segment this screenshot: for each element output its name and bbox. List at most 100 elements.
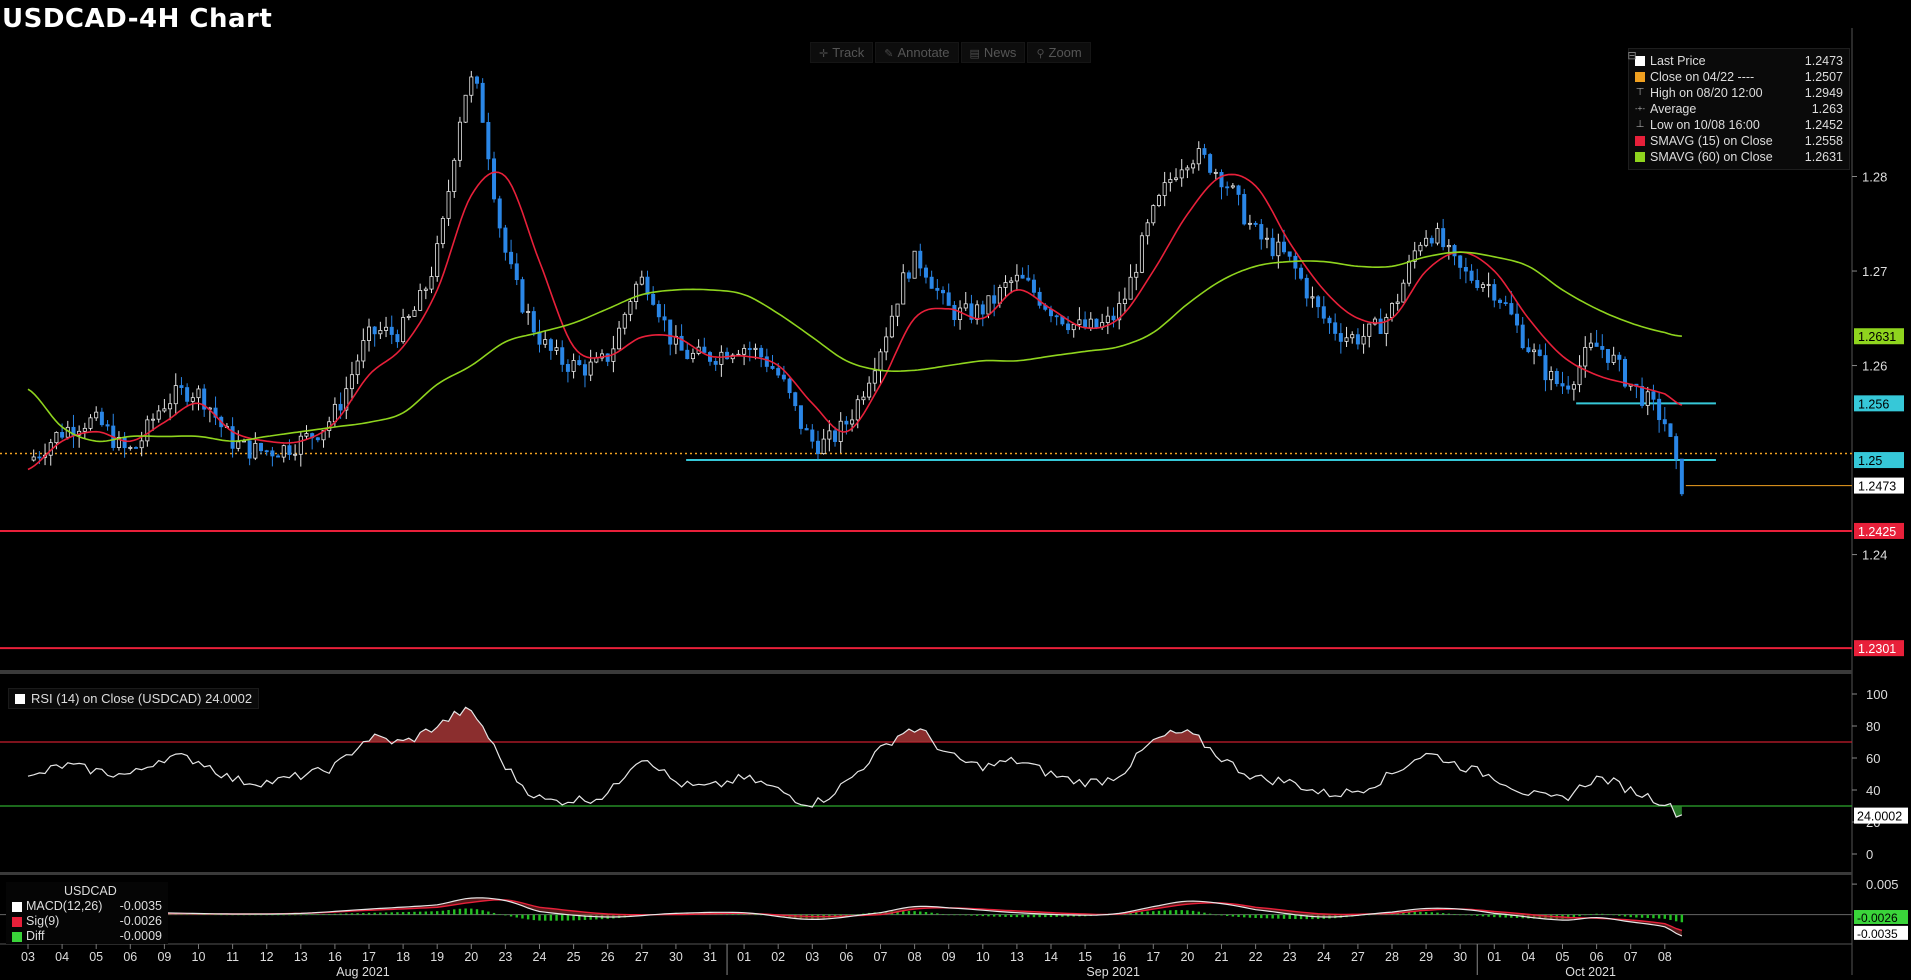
legend-value: 1.2949: [1804, 86, 1843, 100]
day-label: 06: [1590, 950, 1604, 964]
candle-body: [1321, 306, 1326, 319]
macd-bar: [202, 914, 206, 915]
macd-bar: [299, 914, 302, 916]
candle-body: [656, 304, 661, 318]
price-badge: 1.25: [1854, 452, 1904, 469]
candle-body: [1424, 237, 1429, 246]
price-badge: 1.2473: [1854, 477, 1904, 494]
candle-body: [770, 366, 775, 369]
candle-body: [1151, 205, 1156, 224]
legend-label: Close on 04/22 ----: [1650, 70, 1755, 84]
day-label: 19: [430, 950, 444, 964]
candle-body: [1264, 237, 1269, 240]
macd-bar: [237, 914, 240, 916]
candle-body: [429, 276, 434, 290]
annotate-button[interactable]: ✎ Annotate: [875, 42, 959, 63]
macd-bar: [430, 911, 433, 915]
day-label: 05: [1556, 950, 1570, 964]
day-label: 13: [1010, 950, 1024, 964]
macd-bar: [543, 914, 547, 921]
candle-body: [560, 347, 565, 365]
macd-bar: [288, 914, 291, 916]
candle-body: [423, 288, 428, 291]
candle-body: [1088, 318, 1093, 329]
candle-body: [1469, 270, 1474, 281]
macd-bar: [492, 912, 496, 915]
macd-bar: [1174, 910, 1178, 915]
price-badge-text: 1.25: [1858, 454, 1882, 468]
candle-body: [878, 351, 883, 372]
collapse-icon[interactable]: ⊟: [1627, 50, 1637, 62]
candle-body: [60, 431, 65, 438]
macd-bar: [919, 911, 922, 915]
signal-line: [27, 899, 1683, 932]
candle-body: [1509, 303, 1514, 315]
candle-body: [349, 374, 354, 390]
candle-body: [548, 339, 553, 351]
candle-body: [1134, 271, 1139, 278]
day-label: 24: [1317, 950, 1331, 964]
candle-body: [1378, 318, 1383, 335]
macd-bar: [1066, 914, 1070, 917]
macd-bar: [845, 914, 848, 916]
macd-badge-text: -0.0026: [1857, 911, 1898, 925]
track-button[interactable]: ✛ Track: [810, 42, 874, 63]
zoom-button[interactable]: ⚲ Zoom: [1027, 42, 1091, 63]
candle-body: [793, 392, 798, 407]
macd-bar: [930, 912, 933, 915]
price-badge-bg: [1854, 477, 1904, 494]
macd-bar: [1368, 914, 1371, 916]
macd-bar: [970, 914, 973, 916]
price-badge-text: 1.2425: [1858, 525, 1896, 539]
day-label: 07: [1624, 950, 1638, 964]
macd-bar: [259, 914, 263, 916]
macd-bar: [1646, 914, 1649, 918]
candle-body: [1463, 267, 1468, 272]
candle-body: [531, 311, 536, 333]
macd-bar: [737, 913, 740, 915]
month-label: Oct 2021: [1565, 965, 1616, 979]
macd-bar: [1601, 913, 1604, 915]
macd-bar: [1288, 914, 1291, 919]
candle-body: [1219, 172, 1224, 188]
macd-bar: [1021, 914, 1024, 918]
candle-body: [798, 405, 803, 429]
legend-label: High on 08/20 12:00: [1650, 86, 1763, 100]
macd-bar: [862, 913, 865, 915]
candle-body: [1316, 296, 1321, 308]
macd-bar: [1510, 914, 1513, 918]
candle-body: [895, 303, 900, 317]
macd-bar: [1049, 914, 1053, 918]
macd-bar: [356, 913, 359, 915]
macd-bar: [964, 914, 967, 916]
candle-body: [986, 295, 991, 315]
day-label: 26: [601, 950, 615, 964]
rsi-legend: RSI (14) on Close (USDCAD) 24.0002: [8, 688, 260, 709]
candle-body: [389, 326, 394, 335]
macd-bar: [1265, 914, 1269, 919]
macd-bar: [1225, 914, 1229, 917]
macd-bar: [754, 914, 757, 916]
candle-body: [1191, 163, 1196, 169]
candle-body: [457, 121, 462, 161]
news-button[interactable]: ▤ News: [960, 42, 1026, 63]
macd-bar: [1282, 914, 1286, 919]
price-badge-text: 1.2631: [1858, 330, 1896, 344]
candle-body: [634, 283, 639, 303]
rsi-badge-bg: [1854, 807, 1908, 824]
candle-body: [776, 368, 781, 376]
candle-body: [1293, 255, 1298, 269]
candle-body: [861, 396, 866, 401]
macd-bar: [1032, 914, 1036, 918]
candle-body: [486, 121, 491, 160]
ma-line: [27, 251, 1682, 443]
candle-body: [963, 303, 968, 309]
candle-body: [355, 360, 360, 376]
macd-bar: [168, 913, 172, 915]
day-label: 21: [1215, 950, 1229, 964]
macd-bar: [1010, 914, 1013, 918]
macd-bar: [913, 911, 916, 915]
macd-badge-bg: [1854, 910, 1908, 925]
macd-bar: [561, 914, 564, 921]
